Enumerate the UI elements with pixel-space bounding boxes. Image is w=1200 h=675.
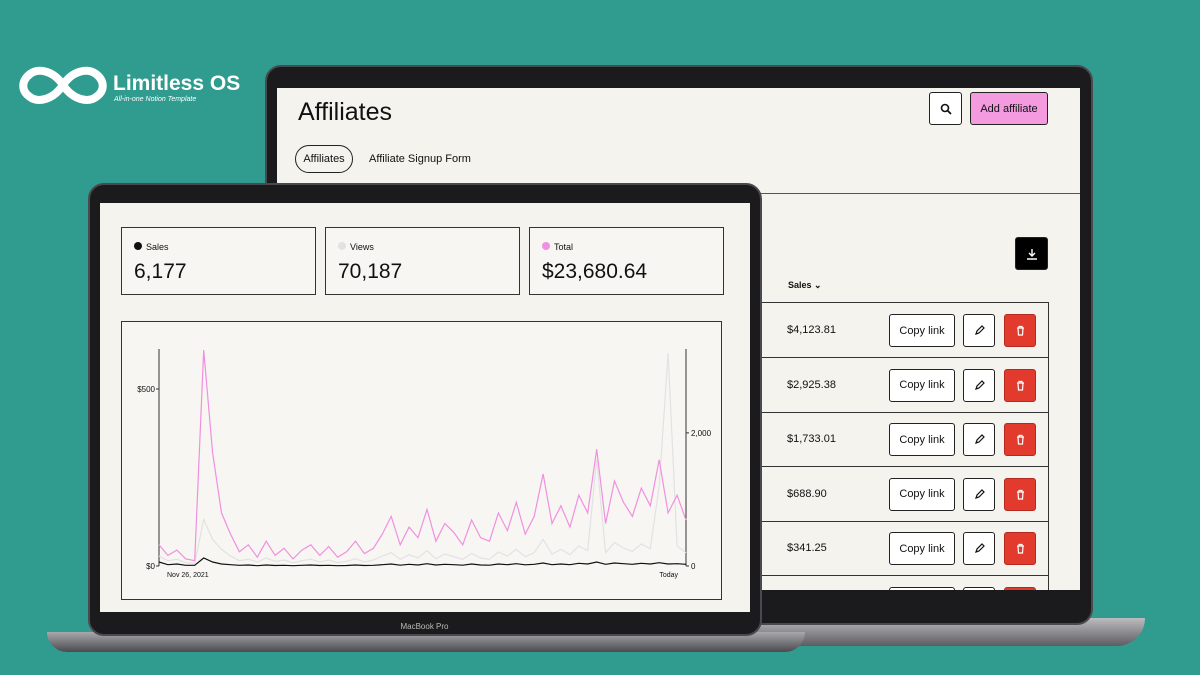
- sales-header-text: Sales: [788, 280, 812, 290]
- stat-card: Total $23,680.64: [529, 227, 724, 295]
- delete-icon: [1016, 489, 1024, 500]
- front-screen: Sales 6,177 Views 70,187 Total $23,680.64 $0 $…: [100, 203, 750, 612]
- y-tick-label: $500: [137, 385, 155, 394]
- legend-dot: [542, 242, 550, 250]
- add-affiliate-button[interactable]: Add affiliate: [970, 92, 1048, 125]
- copy-link-button[interactable]: Copy link: [889, 423, 955, 456]
- tab[interactable]: Affiliate Signup Form: [369, 153, 471, 165]
- legend-dot: [134, 242, 142, 250]
- table-row: $688.90 Copy link: [747, 467, 1048, 522]
- table-row: [747, 576, 1048, 590]
- sales-amount: $1,733.01: [787, 433, 836, 445]
- line-series: [158, 350, 687, 562]
- sales-header[interactable]: Sales ⌄: [788, 280, 822, 290]
- copy-link-button[interactable]: Copy link: [889, 314, 955, 347]
- stat-label: Sales: [146, 242, 169, 252]
- table-row: $2,925.38 Copy link: [747, 358, 1048, 413]
- stat-label: Views: [350, 242, 374, 252]
- edit-icon: [974, 434, 985, 444]
- delete-icon: [1016, 380, 1024, 391]
- stat-card: Views 70,187: [325, 227, 520, 295]
- logo-icon: [19, 66, 107, 104]
- sales-amount: $341.25: [787, 542, 827, 554]
- edit-icon: [974, 543, 985, 553]
- edit-button[interactable]: [963, 477, 995, 511]
- delete-button[interactable]: [1004, 477, 1036, 511]
- edit-button[interactable]: [963, 532, 995, 565]
- delete-button[interactable]: [1004, 368, 1036, 402]
- delete-icon: [1016, 325, 1024, 336]
- edit-button[interactable]: [963, 314, 995, 347]
- table-row: $1,733.01 Copy link: [747, 412, 1048, 467]
- copy-link-button[interactable]: Copy link: [889, 532, 955, 565]
- edit-icon: [974, 488, 985, 499]
- chart: $0 $500 0 2,000 Nov 26, 2021 Today: [137, 349, 712, 579]
- copy-link-button[interactable]: Copy link: [889, 477, 955, 511]
- delete-button[interactable]: [1004, 532, 1036, 565]
- sales-amount: $688.90: [787, 487, 827, 500]
- delete-icon: [1016, 543, 1024, 554]
- x-tick-label: Nov 26, 2021: [167, 572, 209, 579]
- laptop-label: MacBook Pro: [400, 622, 449, 631]
- stat-value: 70,187: [338, 260, 403, 283]
- table-row: $4,123.81 Copy link: [747, 303, 1048, 358]
- edit-button[interactable]: [963, 423, 995, 456]
- line-series: [158, 557, 687, 567]
- edit-icon: [974, 325, 985, 335]
- sales-amount: $4,123.81: [787, 324, 836, 336]
- page-title: Affiliates: [298, 98, 393, 126]
- delete-button[interactable]: [1004, 586, 1036, 590]
- edit-button[interactable]: [963, 368, 995, 402]
- affiliate-table: $4,123.81 Copy link $2,925.38 Copy link $1,7…: [747, 302, 1049, 590]
- search-icon: [940, 103, 952, 115]
- edit-icon: [974, 379, 985, 390]
- table-row: $341.25 Copy link: [747, 521, 1048, 576]
- line-series: [158, 352, 687, 564]
- download-icon: [1026, 248, 1037, 260]
- delete-icon: [1016, 434, 1024, 445]
- stat-value: $23,680.64: [542, 260, 648, 283]
- y2-tick-label: 2,000: [691, 429, 712, 438]
- download-button[interactable]: [1015, 237, 1048, 270]
- copy-link-button[interactable]: [889, 586, 955, 590]
- stat-card: Sales 6,177: [121, 227, 316, 295]
- laptop-base: [47, 632, 805, 652]
- x-tick-label: Today: [659, 572, 678, 579]
- copy-link-button[interactable]: Copy link: [889, 368, 955, 402]
- tab[interactable]: Affiliates: [295, 145, 353, 173]
- stat-value: 6,177: [134, 260, 187, 283]
- delete-button[interactable]: [1004, 423, 1036, 456]
- search-button[interactable]: [929, 92, 962, 125]
- y2-tick-label: 0: [691, 562, 696, 571]
- brand-name: Limitless OS: [113, 72, 241, 95]
- y-tick-label: $0: [146, 562, 155, 571]
- legend-dot: [338, 242, 346, 250]
- sales-amount: $2,925.38: [787, 378, 836, 391]
- delete-button[interactable]: [1004, 314, 1036, 347]
- brand-tagline: All-in-one Notion Template: [114, 96, 197, 103]
- stat-label: Total: [554, 242, 574, 252]
- edit-button[interactable]: [963, 586, 995, 590]
- chart-panel: $0 $500 0 2,000 Nov 26, 2021 Today: [121, 321, 722, 600]
